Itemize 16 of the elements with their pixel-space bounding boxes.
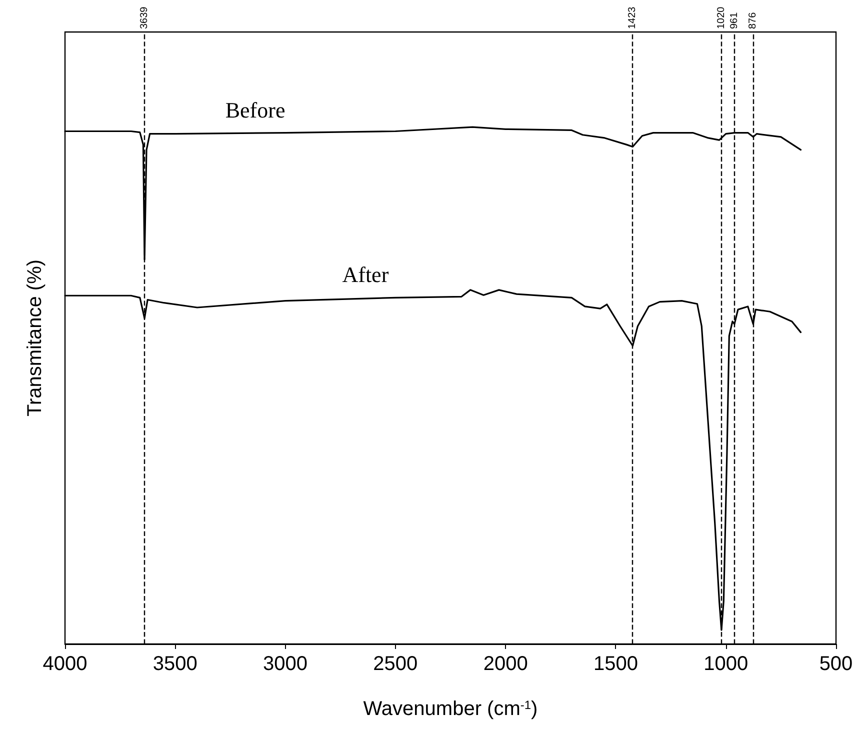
x-tick-label: 3500: [152, 653, 198, 675]
x-tick-label: 4000: [42, 653, 88, 675]
series-label: Before: [225, 97, 286, 122]
x-tick-label: 1000: [704, 653, 748, 675]
ref-line-label: 876: [748, 12, 759, 29]
y-axis-title: Transmitance (%): [24, 259, 46, 417]
ref-line-label: 1423: [627, 6, 638, 29]
x-tick-label: 3000: [263, 653, 308, 675]
x-tick-label: 2000: [483, 653, 528, 675]
ref-line-label: 961: [728, 12, 740, 29]
ref-line-label: 3639: [139, 6, 150, 29]
x-tick-label: 1500: [593, 653, 638, 675]
x-tick-label: 500: [819, 653, 853, 675]
ref-line-label: 1020: [716, 6, 727, 29]
x-tick-label: 2500: [373, 653, 418, 675]
series-label: After: [342, 262, 390, 288]
